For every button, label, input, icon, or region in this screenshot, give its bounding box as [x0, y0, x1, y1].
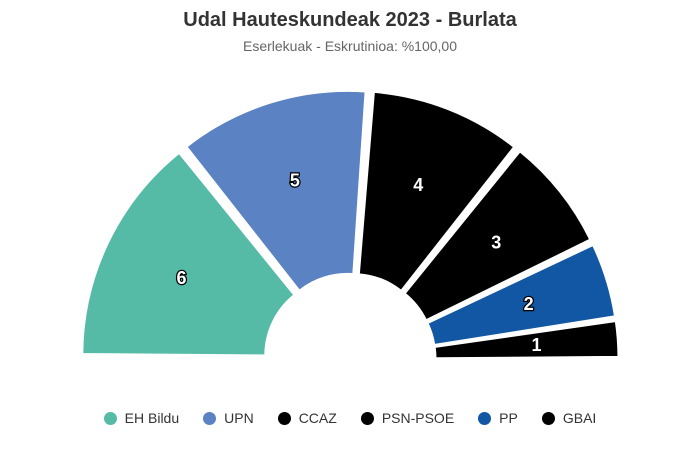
- legend-item-pp[interactable]: PP: [478, 410, 518, 426]
- chart-subtitle: Eserlekuak - Eskrutinioa: %100,00: [243, 38, 457, 54]
- legend-item-gbai[interactable]: GBAI: [541, 410, 597, 426]
- legend-label: PSN-PSOE: [381, 410, 455, 426]
- slice-shape[interactable]: [434, 321, 619, 359]
- slice-psn-psoe[interactable]: 3: [404, 151, 591, 321]
- legend-label: EH Bildu: [124, 410, 180, 426]
- chart-title: Udal Hauteskundeak 2023 - Burlata: [183, 9, 517, 31]
- legend-marker: [360, 411, 374, 425]
- legend-label: CCAZ: [298, 410, 337, 426]
- legend-label: PP: [499, 410, 518, 426]
- slice-gbai[interactable]: 1: [434, 321, 619, 359]
- legend-marker: [541, 411, 555, 425]
- legend-marker: [103, 411, 117, 425]
- slice-ccaz[interactable]: 4: [358, 91, 514, 291]
- slice-data-label: 2: [524, 294, 534, 314]
- slice-data-label: 6: [177, 268, 187, 288]
- legend-marker: [203, 411, 217, 425]
- legend-label: GBAI: [562, 410, 597, 426]
- legend-label: UPN: [224, 410, 254, 426]
- legend: EH Bildu UPN CCAZ PSN-PSOE PP GBAI: [0, 410, 700, 426]
- legend-marker: [478, 411, 492, 425]
- slice-shape[interactable]: [427, 245, 615, 345]
- slice-shape[interactable]: [186, 90, 366, 291]
- legend-item-upn[interactable]: UPN: [203, 410, 254, 426]
- slice-shape[interactable]: [404, 151, 591, 321]
- slice-data-label: 4: [413, 175, 423, 195]
- slice-shape[interactable]: [82, 153, 295, 356]
- slice-shape[interactable]: [358, 91, 514, 291]
- slice-data-label: 3: [491, 232, 501, 252]
- legend-item-psn-psoe[interactable]: PSN-PSOE: [360, 410, 455, 426]
- slice-data-label: 5: [290, 170, 300, 190]
- slice-upn[interactable]: 5: [186, 90, 366, 291]
- legend-item-eh-bildu[interactable]: EH Bildu: [103, 410, 180, 426]
- slice-data-label: 1: [531, 335, 541, 355]
- slice-eh-bildu[interactable]: 6: [82, 153, 295, 356]
- legend-marker: [277, 411, 291, 425]
- legend-item-ccaz[interactable]: CCAZ: [277, 410, 337, 426]
- slice-pp[interactable]: 2: [427, 245, 615, 345]
